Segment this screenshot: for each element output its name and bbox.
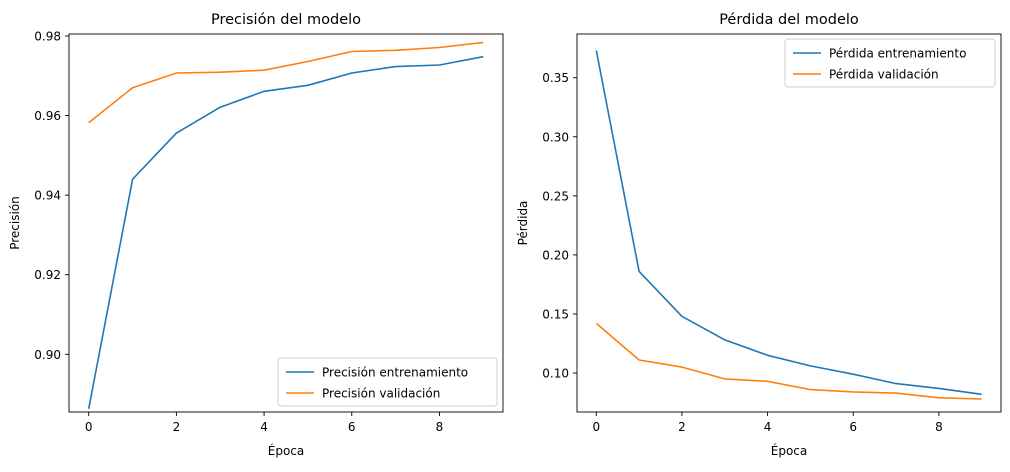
legend: Precisión entrenamiento Precisión validac… bbox=[277, 357, 498, 407]
x-tick-label: 6 bbox=[849, 420, 857, 434]
legend-box bbox=[277, 357, 498, 407]
legend-label: Precisión entrenamiento bbox=[322, 366, 468, 380]
series-line-train bbox=[87, 55, 484, 409]
y-axis-label: Precisión bbox=[8, 196, 22, 250]
y-tick-label: 0.92 bbox=[34, 268, 61, 282]
legend-box bbox=[784, 38, 996, 88]
y-tick-label: 0.10 bbox=[542, 367, 569, 381]
accuracy-chart: Precisión del modelo 0 2 4 6 8 0.90 0.92 0.94 0.9… bbox=[8, 12, 504, 458]
x-tick-label: 0 bbox=[592, 420, 600, 434]
y-tick-label: 0.25 bbox=[542, 189, 569, 203]
plot-frame bbox=[68, 33, 504, 413]
x-tick-label: 0 bbox=[85, 420, 93, 434]
x-tick-label: 8 bbox=[935, 420, 943, 434]
plot-area bbox=[69, 34, 503, 412]
series-line-validation bbox=[88, 41, 484, 124]
y-tick-label: 0.98 bbox=[34, 29, 61, 43]
chart-title: Precisión del modelo bbox=[211, 12, 361, 28]
plot-frame bbox=[576, 33, 1002, 413]
y-tick-label: 0.94 bbox=[34, 189, 61, 203]
chart-title: Pérdida del modelo bbox=[719, 12, 859, 28]
x-tick-label: 8 bbox=[436, 420, 444, 434]
x-tick-label: 2 bbox=[173, 420, 181, 434]
y-tick-label: 0.15 bbox=[542, 307, 569, 321]
legend-label: Precisión validación bbox=[322, 387, 440, 401]
y-tick-label: 0.90 bbox=[34, 348, 61, 362]
legend-label: Pérdida validación bbox=[829, 68, 939, 82]
x-tick-label: 2 bbox=[678, 420, 686, 434]
y-tick-label: 0.20 bbox=[542, 248, 569, 262]
x-axis-label: Época bbox=[268, 443, 305, 458]
y-tick-label: 0.30 bbox=[542, 130, 569, 144]
x-axis-label: Época bbox=[771, 443, 808, 458]
loss-chart: Pérdida del modelo 0 2 4 6 8 0.10 0.15 0.20 0.25 0… bbox=[516, 12, 1002, 458]
x-tick-label: 4 bbox=[764, 420, 772, 434]
y-tick-label: 0.35 bbox=[542, 71, 569, 85]
x-tick-label: 4 bbox=[260, 420, 268, 434]
legend: Pérdida entrenamiento Pérdida validación bbox=[784, 38, 996, 88]
series-line-validation bbox=[595, 322, 982, 400]
legend-label: Pérdida entrenamiento bbox=[829, 47, 966, 61]
y-tick-label: 0.96 bbox=[34, 109, 61, 123]
x-tick-label: 6 bbox=[348, 420, 356, 434]
y-axis-label: Pérdida bbox=[516, 201, 530, 246]
plot-area bbox=[577, 34, 1001, 412]
series-line-train bbox=[595, 50, 982, 396]
